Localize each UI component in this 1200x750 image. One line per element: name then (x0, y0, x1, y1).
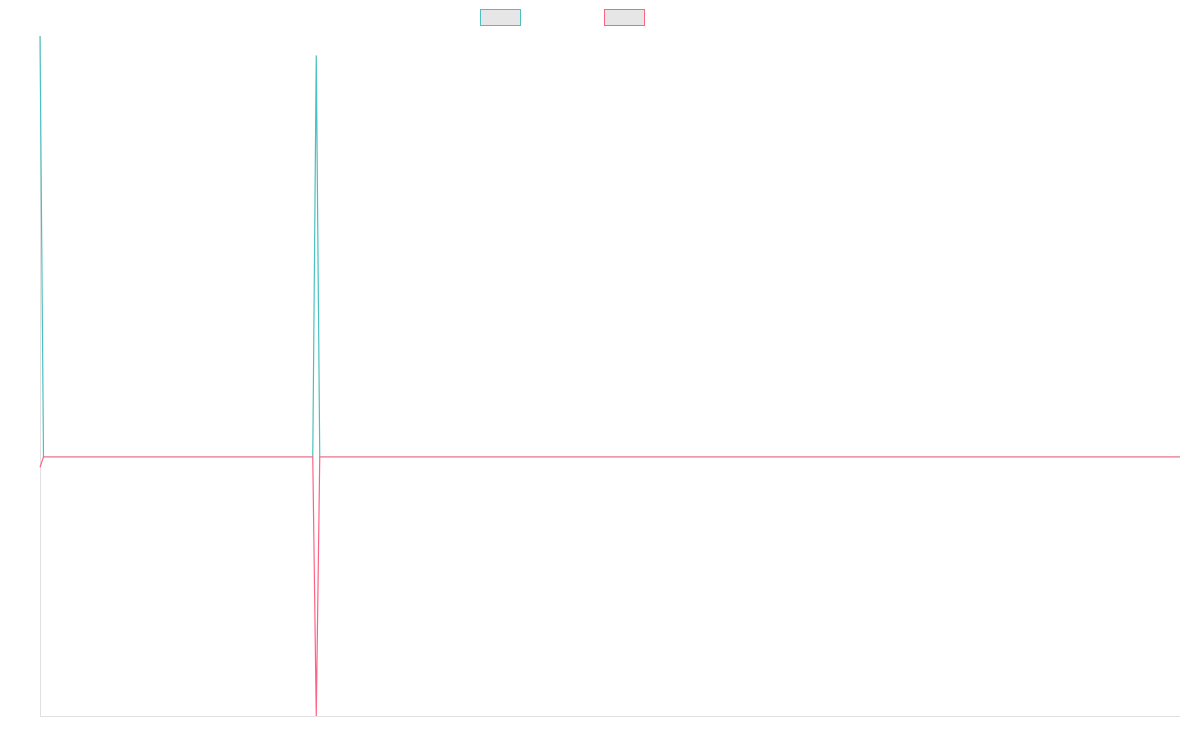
legend (480, 9, 645, 26)
legend-swatch[interactable] (604, 9, 645, 26)
series-line (39, 35, 1180, 458)
legend-swatch[interactable] (480, 9, 521, 26)
series-line (39, 456, 1180, 717)
plot-area (39, 35, 1180, 717)
